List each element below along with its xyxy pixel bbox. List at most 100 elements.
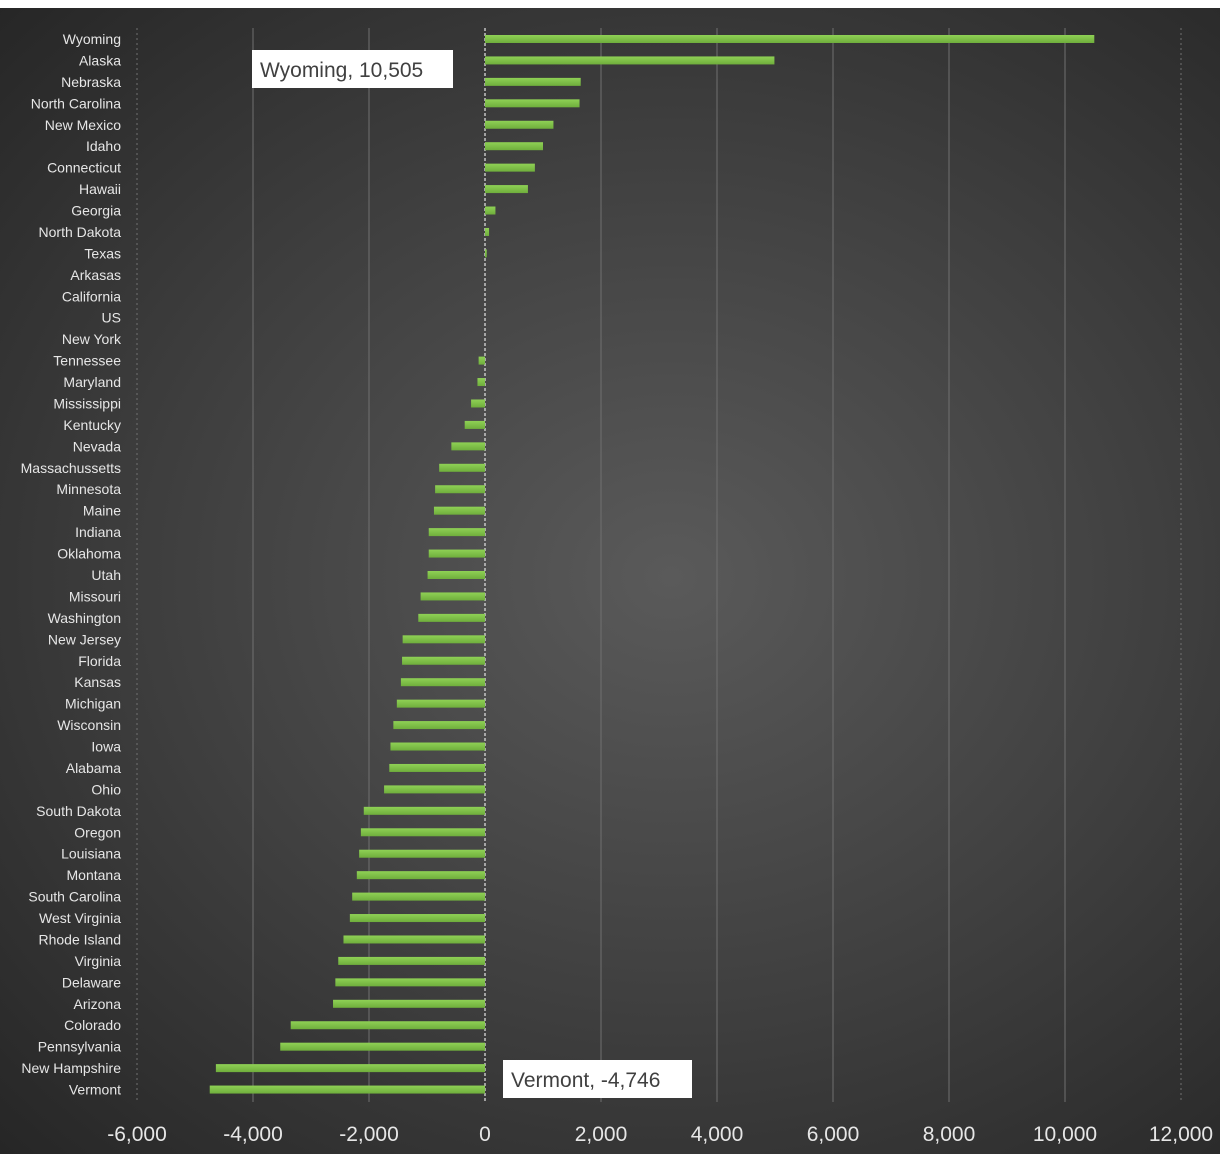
bar-new-hampshire	[215, 1064, 485, 1073]
bar-north-carolina	[485, 99, 580, 108]
category-label-new-hampshire: New Hampshire	[21, 1060, 121, 1076]
callouts: Wyoming, 10,505 Vermont, -4,746	[252, 50, 692, 1098]
category-label-kentucky: Kentucky	[63, 417, 121, 433]
category-label-massachussetts: Massachussetts	[21, 460, 121, 476]
bar-massachussetts	[439, 463, 485, 472]
category-label-mississippi: Mississippi	[53, 395, 121, 411]
category-label-wisconsin: Wisconsin	[57, 717, 121, 733]
category-label-kansas: Kansas	[74, 674, 121, 690]
tick-label-10-000: 10,000	[1033, 1123, 1097, 1146]
category-label-oregon: Oregon	[74, 824, 121, 840]
bar-new-jersey	[402, 635, 485, 644]
bar-wyoming	[485, 35, 1095, 43]
bar-georgia	[485, 206, 496, 215]
category-label-new-york: New York	[62, 331, 122, 347]
bar-texas	[485, 249, 487, 258]
category-label-new-mexico: New Mexico	[45, 117, 121, 133]
bar-wisconsin	[393, 721, 485, 730]
category-label-montana: Montana	[67, 867, 122, 883]
category-labels: Wyoming Alaska Nebraska North Carolina New M…	[21, 31, 122, 1098]
bar-florida	[402, 656, 485, 665]
category-label-tennessee: Tennessee	[53, 353, 121, 369]
bar-mississippi	[471, 399, 485, 408]
bar-south-dakota	[363, 806, 485, 815]
category-label-missouri: Missouri	[69, 588, 121, 604]
bar-new-mexico	[485, 120, 554, 129]
category-label-idaho: Idaho	[86, 138, 121, 154]
category-label-north-dakota: North Dakota	[39, 224, 122, 240]
bar-alaska	[485, 56, 775, 65]
callout-text-wyoming: Wyoming, 10,505	[260, 59, 423, 82]
callout-vermont: Vermont, -4,746	[503, 1060, 692, 1098]
bar-idaho	[485, 142, 543, 151]
bar-tennessee	[478, 356, 485, 365]
category-label-iowa: Iowa	[91, 739, 121, 755]
category-label-rhode-island: Rhode Island	[38, 931, 121, 947]
category-label-colorado: Colorado	[64, 1017, 121, 1033]
category-label-ohio: Ohio	[91, 781, 121, 797]
category-label-maine: Maine	[83, 503, 121, 519]
bar-utah	[427, 571, 485, 579]
category-label-arizona: Arizona	[74, 996, 122, 1012]
bar-oregon	[360, 828, 485, 837]
gridlines	[136, 28, 1182, 1102]
bar-nevada	[451, 442, 485, 451]
callout-text-vermont: Vermont, -4,746	[511, 1069, 660, 1092]
category-label-vermont: Vermont	[69, 1082, 121, 1098]
bar-vermont	[209, 1085, 485, 1094]
bar-colorado	[290, 1021, 485, 1030]
bar-connecticut	[485, 163, 535, 172]
tick-label-8-000: 8,000	[923, 1123, 976, 1146]
category-label-south-dakota: South Dakota	[36, 803, 121, 819]
category-label-arkasas: Arkasas	[70, 267, 121, 283]
bar-kansas	[400, 678, 485, 687]
tick-label-6-000: 6,000	[807, 1123, 860, 1146]
category-label-connecticut: Connecticut	[47, 160, 121, 176]
category-label-us: US	[102, 310, 121, 326]
category-label-alabama: Alabama	[66, 760, 121, 776]
top-border	[0, 0, 1220, 8]
tick-label-2-000: -2,000	[339, 1123, 399, 1146]
bar-west-virginia	[349, 914, 485, 923]
category-label-california: California	[62, 288, 121, 304]
category-label-hawaii: Hawaii	[79, 181, 121, 197]
x-axis-tick-labels: -6,000 -4,000 -2,000 0 2,000 4,000 6,000 8,000 1…	[107, 1123, 1213, 1146]
bar-missouri	[420, 592, 485, 601]
category-label-washington: Washington	[48, 610, 121, 626]
bar-louisiana	[359, 849, 485, 858]
callout-wyoming: Wyoming, 10,505	[252, 50, 453, 88]
category-label-maryland: Maryland	[63, 374, 121, 390]
category-label-nebraska: Nebraska	[61, 74, 121, 90]
tick-label-2-000: 2,000	[575, 1123, 628, 1146]
tick-label-12-000: 12,000	[1149, 1123, 1213, 1146]
bar-rhode-island	[343, 935, 485, 944]
category-label-delaware: Delaware	[62, 974, 121, 990]
category-label-indiana: Indiana	[75, 524, 121, 540]
tick-label-4-000: 4,000	[691, 1123, 744, 1146]
category-label-minnesota: Minnesota	[56, 481, 121, 497]
bar-iowa	[390, 742, 485, 751]
tick-label-0: 0	[479, 1123, 491, 1146]
bar-north-dakota	[485, 227, 490, 236]
category-label-oklahoma: Oklahoma	[57, 546, 121, 562]
bar-arizona	[333, 999, 485, 1008]
bar-maine	[433, 506, 485, 515]
category-label-florida: Florida	[78, 653, 121, 669]
bar-minnesota	[435, 485, 485, 494]
category-label-wyoming: Wyoming	[63, 31, 121, 47]
bar-virginia	[338, 956, 485, 965]
bar-kentucky	[464, 420, 485, 429]
bar-maryland	[477, 378, 485, 387]
tick-label-4-000: -4,000	[223, 1123, 283, 1146]
bar-oklahoma	[428, 549, 485, 558]
category-label-michigan: Michigan	[65, 696, 121, 712]
bar-pennsylvania	[280, 1042, 485, 1051]
category-label-texas: Texas	[84, 245, 121, 261]
category-label-pennsylvania: Pennsylvania	[38, 1039, 121, 1055]
category-label-nevada: Nevada	[73, 438, 121, 454]
bars	[209, 35, 1095, 1094]
bar-south-carolina	[352, 892, 485, 901]
category-label-utah: Utah	[91, 567, 121, 583]
